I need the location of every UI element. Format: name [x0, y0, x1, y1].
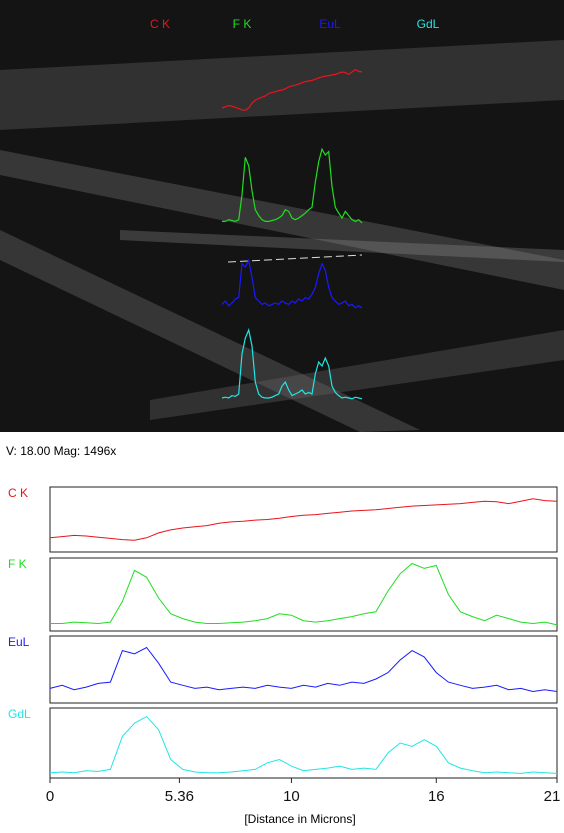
overlay-profile — [221, 68, 363, 112]
x-tick-label: 5.36 — [165, 788, 194, 805]
fiber — [0, 230, 420, 432]
panel-frame — [49, 635, 558, 704]
fiber — [0, 150, 564, 290]
x-tick-label: 21 — [544, 788, 561, 805]
legend-label: EuL — [8, 635, 30, 649]
overlay-profile — [222, 147, 363, 224]
profile-line — [49, 498, 558, 541]
legend-label: F K — [8, 557, 27, 571]
panel-frame — [49, 707, 558, 779]
overlay-label: C K — [150, 17, 170, 31]
overlay-label: EuL — [319, 17, 341, 31]
annotation: V: 18.00 Mag: 1496x — [6, 444, 116, 458]
x-axis-label: [Distance in Microns] — [244, 812, 355, 826]
fiber — [150, 330, 564, 420]
overlay-profile — [221, 258, 363, 309]
scan-line — [227, 254, 363, 263]
panel-frame — [49, 486, 558, 553]
panel-frame — [49, 557, 558, 632]
fiber — [0, 40, 564, 130]
legend-label: GdL — [8, 707, 31, 721]
x-tick-label: 0 — [46, 788, 54, 805]
overlay-label: F K — [233, 17, 252, 31]
fiber — [120, 230, 564, 262]
x-tick-label: 16 — [428, 788, 445, 805]
overlay-label: GdL — [417, 17, 440, 31]
legend-label: C K — [8, 486, 28, 500]
x-tick-label: 10 — [283, 788, 300, 805]
profile-line — [49, 646, 558, 693]
profile-line — [50, 562, 558, 626]
profile-line — [49, 715, 558, 774]
overlay-profile — [221, 327, 363, 400]
